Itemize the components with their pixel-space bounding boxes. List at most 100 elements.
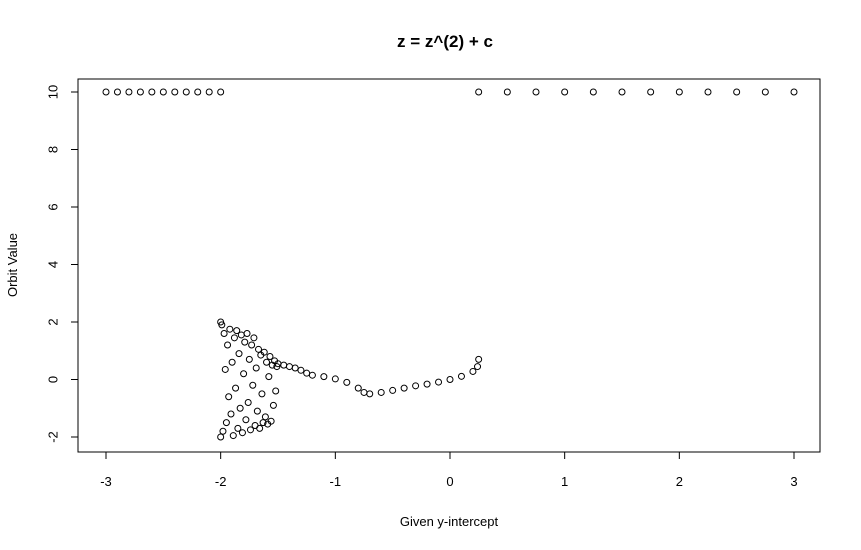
data-point (589, 88, 597, 96)
data-point (222, 419, 230, 427)
data-point (217, 433, 225, 441)
y-tick-label: -2 (45, 431, 60, 443)
data-point (435, 378, 443, 386)
data-point (249, 381, 257, 389)
x-tick-label: 1 (561, 474, 568, 489)
data-point (258, 390, 266, 398)
data-point (561, 88, 569, 96)
data-point (469, 367, 477, 375)
data-point (733, 88, 741, 96)
data-point (272, 387, 280, 395)
y-tick-label: 0 (45, 376, 60, 383)
data-point (255, 345, 263, 353)
y-tick-label: 8 (45, 146, 60, 153)
data-point (320, 373, 328, 381)
y-tick-label: 6 (45, 203, 60, 210)
data-point (205, 88, 213, 96)
data-point (285, 363, 293, 371)
data-point (245, 355, 253, 363)
data-point (532, 88, 540, 96)
data-point (182, 88, 190, 96)
data-point (331, 375, 339, 383)
data-point (224, 341, 232, 349)
data-point (246, 426, 254, 434)
data-point (389, 386, 397, 394)
y-tick-label: 10 (45, 85, 60, 99)
data-point (252, 364, 260, 372)
data-point (244, 399, 252, 406)
data-point (261, 413, 269, 421)
data-point (790, 88, 798, 96)
data-point (474, 363, 482, 371)
data-point (217, 88, 225, 96)
data-point (260, 348, 268, 356)
data-point (503, 88, 511, 96)
data-point (675, 88, 683, 96)
y-tick-label: 2 (45, 318, 60, 325)
data-point (218, 321, 226, 329)
data-point (220, 330, 228, 337)
data-point (253, 407, 261, 415)
data-point (475, 88, 483, 96)
data-point (171, 88, 179, 96)
x-tick-label: 3 (790, 474, 797, 489)
data-point (256, 424, 264, 432)
x-axis-label: Given y-intercept (400, 514, 499, 529)
data-point (227, 410, 235, 418)
plot-frame (77, 78, 821, 453)
data-point (226, 325, 234, 333)
data-point (761, 88, 769, 96)
data-point (354, 384, 362, 392)
data-point (148, 88, 156, 96)
data-point (235, 350, 243, 358)
data-point (113, 88, 121, 96)
x-tick-label: -1 (330, 474, 342, 489)
data-point (219, 427, 227, 435)
data-point (250, 334, 258, 342)
data-point (412, 382, 420, 390)
data-point (232, 384, 240, 392)
data-point (238, 429, 246, 437)
data-point (618, 88, 626, 96)
data-point (377, 388, 385, 396)
data-point (297, 366, 305, 374)
data-point (280, 361, 288, 369)
data-point (125, 88, 133, 96)
data-point (343, 378, 351, 386)
y-axis: -2 0 2 4 6 8 10 (45, 85, 79, 443)
data-point (241, 338, 249, 346)
data-point (263, 358, 271, 366)
data-point (265, 373, 273, 381)
data-point (446, 376, 454, 383)
data-point (194, 88, 202, 96)
x-tick-label: 2 (676, 474, 683, 489)
data-point (102, 88, 110, 96)
data-point (136, 88, 144, 96)
data-point (400, 384, 408, 392)
data-point (308, 371, 316, 379)
data-point (457, 372, 465, 380)
data-point (230, 334, 238, 342)
data-point (236, 404, 244, 412)
data-point (475, 355, 483, 363)
data-point (303, 369, 311, 377)
data-point (159, 88, 167, 96)
data-point (423, 380, 431, 388)
data-point (234, 424, 242, 432)
data-point (228, 358, 236, 366)
data-point (242, 416, 250, 424)
data-point (237, 331, 245, 339)
x-axis: -3 -2 -1 0 1 2 3 (100, 451, 798, 489)
x-tick-label: -3 (100, 474, 112, 489)
data-point (291, 364, 299, 372)
data-point (647, 88, 655, 96)
data-point (360, 388, 368, 396)
y-axis-label: Orbit Value (5, 233, 20, 297)
data-point (704, 88, 712, 96)
data-points (102, 88, 798, 441)
data-point (248, 341, 256, 349)
x-tick-label: 0 (446, 474, 453, 489)
data-point (233, 327, 241, 335)
